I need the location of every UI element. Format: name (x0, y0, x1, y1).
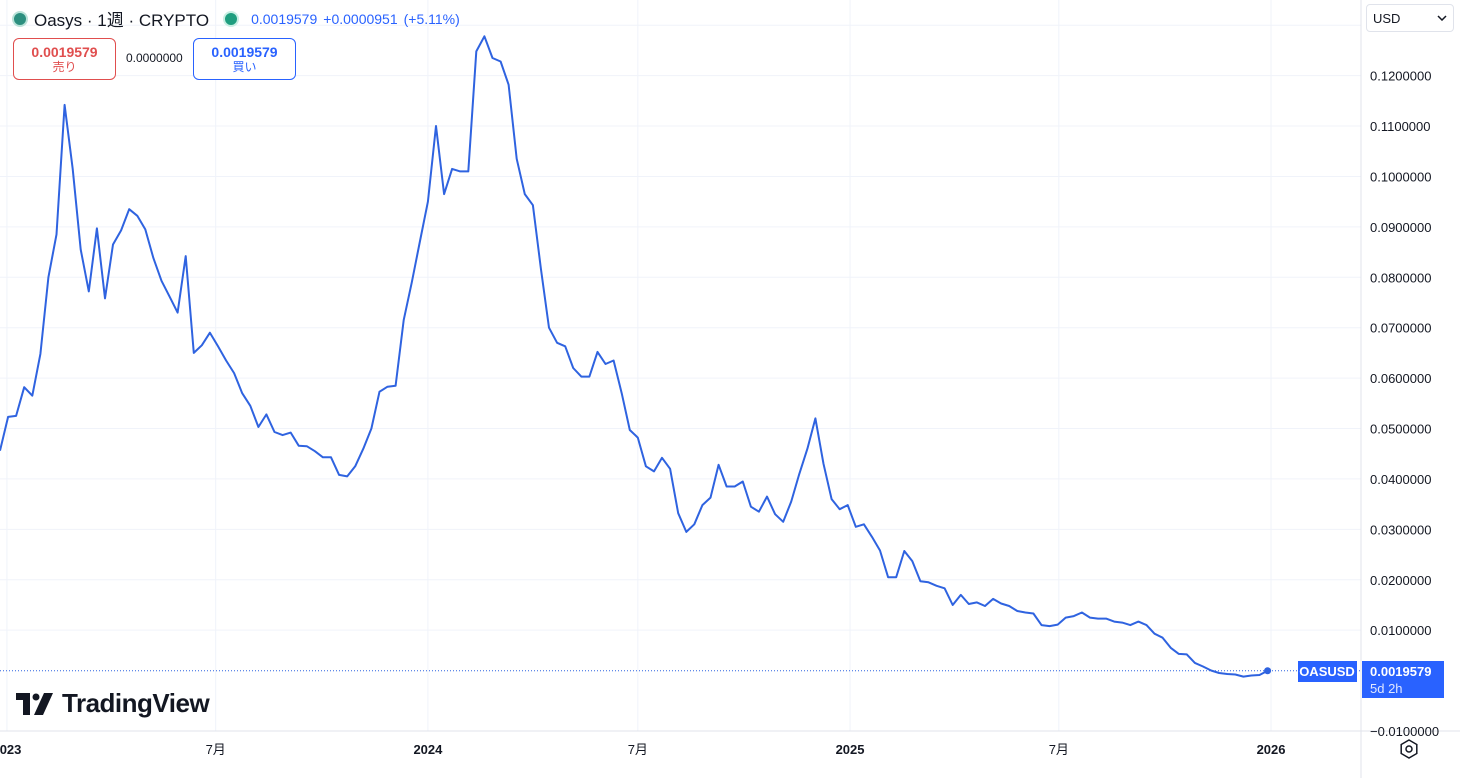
price-change: +0.0000951 (323, 10, 398, 27)
price-tag-countdown: 5d 2h (1370, 681, 1403, 696)
price-tick-label: 0.1100000 (1370, 119, 1431, 134)
oasys-coin-icon (12, 10, 28, 27)
chevron-down-icon (1437, 15, 1447, 21)
spread-value: 0.0000000 (126, 51, 183, 65)
price-tick-label: 0.1200000 (1370, 69, 1431, 84)
symbol-tag-text: OASUSD (1299, 664, 1355, 679)
time-axis[interactable]: 2023 7月 2024 7月 2025 7月 2026 (0, 742, 1285, 757)
buy-price: 0.0019579 (211, 43, 278, 60)
time-tick-label: 7月 (1049, 742, 1069, 757)
price-tag-value: 0.0019579 (1370, 664, 1431, 679)
sell-button[interactable]: 0.0019579 売り (13, 38, 116, 80)
price-change-percent: (+5.11%) (403, 10, 460, 27)
price-tick-label: 0.0600000 (1370, 371, 1431, 386)
time-tick-label: 7月 (628, 742, 648, 757)
settings-icon[interactable] (1398, 738, 1420, 760)
tradingview-logo[interactable]: TradingView (16, 688, 210, 719)
price-tick-label: 0.0700000 (1370, 321, 1431, 336)
price-tick-label: 0.0800000 (1370, 270, 1431, 285)
sell-label: 売り (52, 59, 77, 74)
chart-grid (0, 0, 1361, 732)
symbol-legend: Oasys · 1週 · CRYPTO 0.0019579 +0.0000951… (12, 6, 460, 31)
price-tag: OASUSD 0.0019579 5d 2h (1298, 661, 1444, 698)
last-price: 0.0019579 (251, 10, 318, 27)
price-tick-label: 0.0100000 (1370, 623, 1431, 638)
price-tick-label: 0.0200000 (1370, 573, 1431, 588)
price-tick-label: 0.0900000 (1370, 220, 1431, 235)
price-tick-label: 0.0500000 (1370, 422, 1431, 437)
price-series-line[interactable] (0, 35, 1269, 678)
symbol-title[interactable]: Oasys · 1週 · CRYPTO (34, 11, 210, 30)
market-status-icon[interactable] (223, 10, 240, 27)
time-tick-label: 2026 (1257, 742, 1286, 757)
buy-button[interactable]: 0.0019579 買い (193, 38, 296, 80)
price-tag-bg (1362, 661, 1444, 698)
price-tick-label: −0.0100000 (1370, 724, 1439, 739)
time-tick-label: 2025 (836, 742, 865, 757)
tradingview-logo-text: TradingView (62, 688, 210, 718)
price-tick-label: 0.0400000 (1370, 472, 1431, 487)
time-tick-label: 2024 (413, 742, 443, 757)
last-price-dot (1264, 667, 1272, 675)
price-tick-label: 0.1000000 (1370, 169, 1431, 184)
tradingview-logo-icon (16, 692, 53, 715)
time-tick-label: 2023 (0, 742, 21, 757)
buy-label: 買い (232, 59, 257, 74)
currency-select[interactable]: USD (1366, 4, 1454, 32)
sell-price: 0.0019579 (31, 43, 98, 60)
price-axis[interactable]: 0.13000000.12000000.11000000.10000000.09… (1370, 18, 1439, 739)
time-tick-label: 7月 (206, 742, 226, 757)
price-tick-label: 0.0300000 (1370, 522, 1431, 537)
currency-value: USD (1373, 10, 1401, 26)
symbol-tag-bg (1298, 661, 1357, 682)
